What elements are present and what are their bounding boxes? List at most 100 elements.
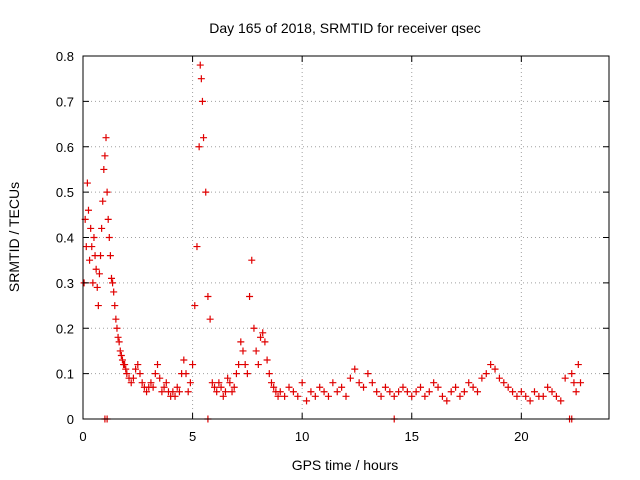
data-point <box>381 383 389 391</box>
data-point <box>346 374 354 382</box>
x-tick-label: 0 <box>79 429 86 444</box>
data-point <box>224 374 232 382</box>
data-point <box>180 356 188 364</box>
y-tick-label: 0.8 <box>56 49 74 64</box>
data-point <box>117 351 125 359</box>
data-point <box>237 338 245 346</box>
data-point <box>298 379 306 387</box>
data-point <box>235 361 243 369</box>
data-point <box>162 379 170 387</box>
data-point <box>122 365 130 373</box>
data-point <box>491 365 499 373</box>
data-point <box>115 338 123 346</box>
data-point <box>443 397 451 405</box>
data-point <box>386 388 394 396</box>
data-point <box>338 383 346 391</box>
data-point <box>175 388 183 396</box>
data-point <box>552 392 560 400</box>
data-point <box>217 383 225 391</box>
data-point <box>316 383 324 391</box>
data-point <box>248 256 256 264</box>
data-point <box>90 234 98 241</box>
data-point <box>254 361 262 369</box>
data-point <box>113 324 121 332</box>
data-point <box>118 356 126 364</box>
data-point <box>219 392 227 400</box>
y-axis-label: SRMTID / TECUs <box>6 182 22 292</box>
data-point <box>333 388 341 396</box>
data-point <box>111 302 119 310</box>
data-point <box>109 279 117 287</box>
data-point <box>95 270 103 278</box>
y-tick-label: 0.1 <box>56 367 74 382</box>
y-tick-label: 0.7 <box>56 94 74 109</box>
data-point <box>360 383 368 391</box>
data-point <box>289 388 297 396</box>
data-point <box>568 370 576 378</box>
data-point <box>93 283 101 291</box>
data-point <box>425 388 433 396</box>
data-point <box>572 388 580 396</box>
data-point <box>421 392 429 400</box>
data-point <box>522 392 530 400</box>
data-point <box>329 379 337 387</box>
y-tick-label: 0 <box>67 412 74 427</box>
data-point <box>276 388 284 396</box>
data-point <box>570 379 578 387</box>
data-point <box>250 324 258 332</box>
data-point <box>307 388 315 396</box>
x-tick-label: 20 <box>514 429 528 444</box>
data-point <box>208 379 216 387</box>
data-point <box>132 365 140 373</box>
data-point <box>395 388 403 396</box>
data-point <box>239 347 247 355</box>
data-point <box>106 252 114 260</box>
data-point <box>143 388 151 396</box>
data-point <box>134 361 142 369</box>
y-tick-label: 0.6 <box>56 140 74 155</box>
data-point <box>182 370 190 378</box>
data-point <box>136 370 144 378</box>
data-point <box>574 361 582 369</box>
data-point <box>311 392 319 400</box>
data-point <box>84 206 92 214</box>
data-point <box>252 347 260 355</box>
x-tick-label: 10 <box>295 429 309 444</box>
data-point <box>202 188 210 196</box>
data-point <box>94 302 102 310</box>
data-point <box>226 379 234 387</box>
data-point <box>151 370 159 378</box>
data-point <box>116 347 124 355</box>
x-tick-label: 5 <box>189 429 196 444</box>
data-point <box>412 388 420 396</box>
data-point <box>197 75 205 83</box>
data-point <box>191 302 199 310</box>
data-point <box>230 383 238 391</box>
data-point <box>474 388 481 396</box>
data-point <box>92 265 100 273</box>
data-point <box>215 379 223 387</box>
y-tick-label: 0.2 <box>56 321 74 336</box>
data-point <box>171 392 179 400</box>
data-point <box>213 388 221 396</box>
data-point <box>147 379 155 387</box>
data-point <box>403 388 411 396</box>
data-point <box>198 97 206 105</box>
data-point <box>221 388 229 396</box>
data-point <box>324 392 332 400</box>
data-point <box>121 361 129 369</box>
data-point <box>196 61 204 69</box>
data-point <box>487 361 495 369</box>
data-point <box>100 165 108 173</box>
data-point <box>243 370 251 378</box>
data-point <box>469 383 477 391</box>
data-point <box>112 315 120 323</box>
data-point <box>539 392 547 400</box>
data-point <box>364 370 372 378</box>
data-point <box>232 370 240 378</box>
data-point <box>206 315 214 323</box>
data-point <box>320 388 328 396</box>
data-point <box>86 256 94 264</box>
y-tick-label: 0.3 <box>56 276 74 291</box>
